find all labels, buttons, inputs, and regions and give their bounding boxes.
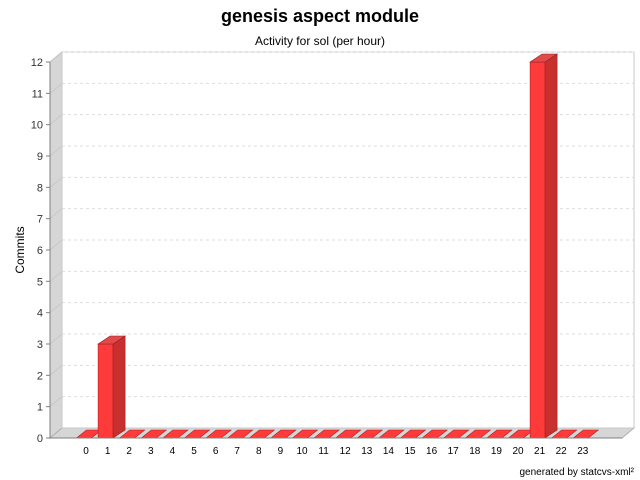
x-tick-label: 15 [404,446,416,457]
x-tick-label: 3 [148,446,154,457]
bars [75,53,600,439]
y-tick-label: 8 [37,182,43,194]
grid-line-side [49,51,63,63]
x-tick-label: 18 [469,446,481,457]
bar [529,53,559,439]
bar-front [529,61,546,439]
grid-line-side [49,302,63,314]
x-tick-label: 19 [491,446,503,457]
y-tick-label: 9 [37,151,43,163]
bar-side [544,53,558,439]
y-tick-label: 4 [37,308,43,320]
y-tick-label: 7 [37,214,43,226]
x-tick-label: 7 [234,446,240,457]
bar-side [112,335,126,439]
x-tick-label: 5 [191,446,197,457]
x-tick-label: 6 [213,446,219,457]
x-tick-label: 13 [361,446,373,457]
x-tick-label: 8 [256,446,262,457]
y-tick-label: 1 [37,402,43,414]
bar [97,335,127,439]
x-axis: 0 1 2 3 4 5 6 7 8 9 10 11 12 13 14 15 16 17 18 19 20 21 22 23 [50,437,622,457]
x-tick-label: 11 [318,446,329,457]
x-tick-label: 22 [556,446,568,457]
bar-front [97,343,114,439]
grid-line-side [49,82,63,94]
x-tick-label: 9 [278,446,284,457]
x-tick-label: 4 [170,446,176,457]
y-tick-label: 6 [37,245,43,257]
y-tick-label: 2 [37,370,43,382]
grid-line-side [49,114,63,126]
grid-line-side [49,176,63,188]
x-tick-label: 23 [577,446,589,457]
x-tick-label: 17 [448,446,460,457]
grid-line-side [49,396,63,408]
x-tick-label: 10 [296,446,308,457]
x-tick-label: 0 [83,446,89,457]
y-axis-label: Commits [13,226,27,273]
y-tick-label: 11 [32,88,43,100]
chart-title: genesis aspect module [220,6,420,26]
x-tick-label: 1 [105,446,111,457]
bar-top [97,335,127,345]
y-tick-label: 12 [31,57,43,69]
y-tick-label: 10 [31,120,43,132]
y-tick-label: 0 [37,433,43,445]
bar-top [529,53,559,63]
x-tick-label: 21 [534,446,546,457]
x-tick-label: 14 [383,446,395,457]
x-tick-label: 16 [426,446,438,457]
x-tick-label: 2 [126,446,132,457]
y-tick-label: 5 [37,276,43,288]
generator-credit: generated by statcvs-xml² [519,467,635,478]
grid-line-side [49,239,63,251]
grid-line-side [49,333,63,345]
grid-line-side [49,270,63,282]
grid-line-side [49,145,63,157]
y-tick-label: 3 [37,339,43,351]
x-tick-label: 20 [512,446,524,457]
chart-subtitle: Activity for sol (per hour) [254,34,386,48]
grid-line-side [49,208,63,220]
grid-line-side [49,364,63,376]
x-tick-label: 12 [340,446,352,457]
